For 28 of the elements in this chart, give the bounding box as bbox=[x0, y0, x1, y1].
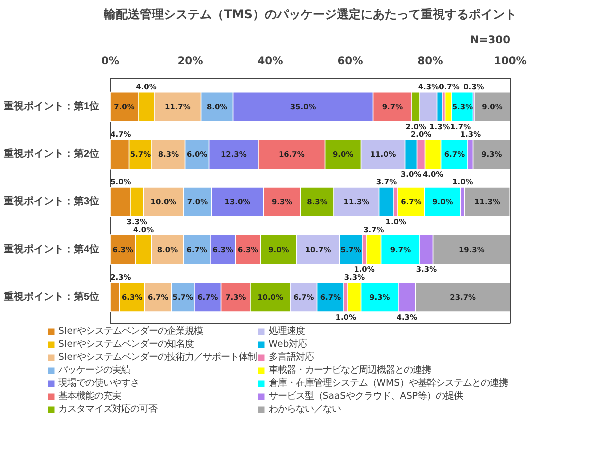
chart-title: 輸配送管理システム（TMS）のパッケージ選定にあたって重視するポイント bbox=[103, 8, 517, 22]
x-tick-label: 40% bbox=[258, 54, 284, 68]
legend-label: カスタマイズ対応の可否 bbox=[58, 403, 158, 416]
y-tick-label: 重視ポイント：第3位 bbox=[2, 196, 100, 208]
legend-label: わからない／ない bbox=[268, 403, 341, 416]
legend-label: パッケージの実績 bbox=[58, 364, 131, 377]
legend-label: 基本機能の充実 bbox=[58, 390, 122, 403]
x-tick-label: 60% bbox=[338, 54, 364, 68]
y-tick-label: 重視ポイント：第2位 bbox=[2, 148, 100, 160]
y-tick-label: 重視ポイント：第1位 bbox=[2, 100, 100, 113]
legend-label: サービス型（SaaSやクラウド、ASP等）の提供 bbox=[268, 390, 463, 403]
x-tick-label: 100% bbox=[494, 54, 528, 68]
y-tick-label: 重視ポイント：第5位 bbox=[2, 290, 100, 303]
legend-label: 現場での使いやすさ bbox=[58, 377, 140, 390]
legend-label: 多言語対応 bbox=[268, 351, 314, 364]
legend-label: 倉庫・在庫管理システム（WMS）や基幹システムとの連携 bbox=[268, 377, 508, 390]
x-tick-label: 20% bbox=[178, 54, 204, 68]
x-tick-label: 0% bbox=[101, 54, 120, 68]
text: N=300 bbox=[470, 34, 511, 46]
legend-label: SIerやシステムベンダーの企業規模 bbox=[58, 325, 203, 338]
legend-label: 車載器・カーナビなど周辺機器との連携 bbox=[268, 364, 431, 377]
legend-label: SIerやシステムベンダーの技術力／サポート体制 bbox=[58, 351, 257, 364]
bar bbox=[464, 187, 510, 218]
y-tick-label: 重視ポイント：第4位 bbox=[2, 243, 100, 256]
x-tick-label: 80% bbox=[418, 54, 444, 68]
legend-label: Web対応 bbox=[268, 338, 308, 351]
legend-label: 処理速度 bbox=[268, 325, 305, 338]
legend-label: SIerやシステムベンダーの知名度 bbox=[58, 338, 194, 351]
